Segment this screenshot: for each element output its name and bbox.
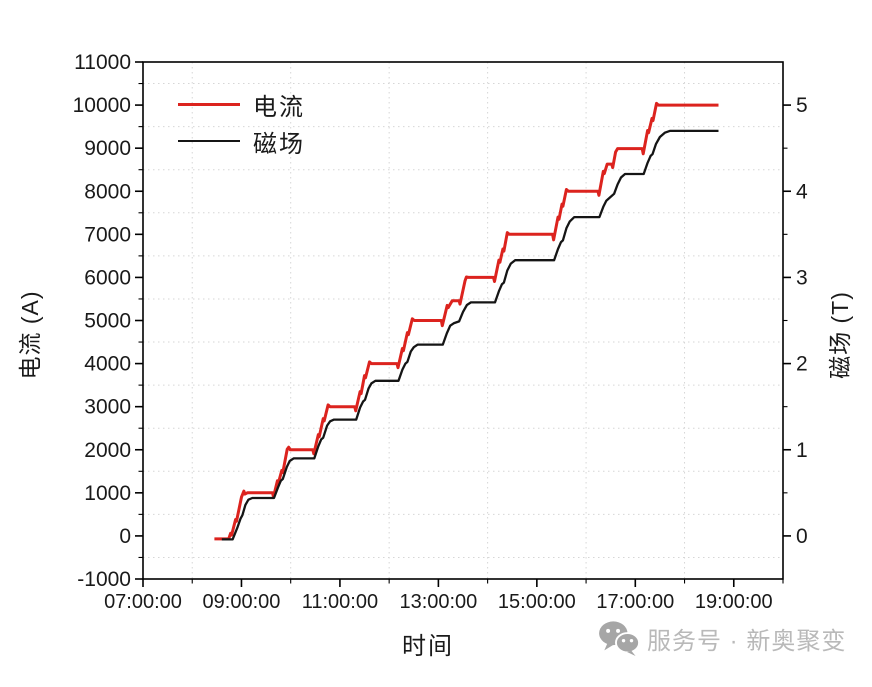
x-tick-label: 09:00:00: [203, 591, 281, 613]
y-left-tick-label: 10000: [73, 94, 131, 117]
y-left-tick-label: 1000: [84, 482, 131, 505]
y-right-tick-label: 5: [796, 94, 808, 117]
legend-entry-field: 磁场: [178, 127, 305, 158]
x-tick-label: 13:00:00: [399, 591, 477, 613]
y-right-tick-label: 4: [796, 180, 808, 203]
x-axis-title: 时间: [402, 633, 454, 660]
y-right-tick-label: 3: [796, 266, 808, 289]
y-left-tick-label: 7000: [84, 223, 131, 246]
series-line-1: [221, 129, 719, 541]
x-tick-label: 17:00:00: [596, 591, 674, 613]
wechat-icon: [599, 621, 640, 656]
y-left-tick-label: 9000: [84, 137, 131, 160]
y-axis-right-title: 磁场 (T): [827, 291, 853, 379]
y-left-tick-label: 6000: [84, 266, 131, 289]
y-right-tick-label: 2: [796, 353, 808, 376]
y-left-tick-label: 3000: [84, 396, 131, 419]
legend-label-current: 电流: [253, 93, 305, 121]
y-left-tick-label: 11000: [74, 51, 131, 74]
x-tick-label: 15:00:00: [498, 591, 576, 613]
x-tick-label: 07:00:00: [104, 591, 182, 613]
legend-entry-current: 电流: [178, 90, 305, 121]
legend-label-field: 磁场: [253, 130, 305, 158]
y-left-tick-label: 4000: [84, 353, 131, 376]
gridlines: [143, 62, 783, 579]
legend: 电流 磁场: [178, 90, 305, 158]
axis-ticks: [135, 61, 791, 587]
y-axis-left-title: 电流 (A): [17, 290, 43, 379]
x-tick-label: 11:00:00: [302, 591, 378, 613]
legend-line-sample-red: [178, 102, 240, 106]
y-left-tick-label: 0: [119, 525, 131, 548]
series-line-0: [214, 101, 719, 541]
legend-line-sample-black: [178, 139, 240, 143]
x-tick-label: 19:00:00: [695, 591, 773, 613]
watermark-text: 服务号 · 新奥聚变: [647, 627, 847, 655]
data-series: [214, 101, 719, 541]
y-right-tick-label: 0: [796, 525, 808, 548]
y-left-tick-label: 8000: [84, 180, 131, 203]
watermark: 服务号 · 新奥聚变: [598, 620, 846, 656]
y-left-tick-label: 5000: [84, 310, 131, 333]
y-right-tick-label: 1: [796, 439, 808, 462]
y-left-tick-label: -1000: [77, 568, 131, 591]
axis-tick-labels: 07:00:00 09:00:00 11:00:00 13:00:00 15:00:00…: [73, 51, 808, 613]
y-left-tick-label: 2000: [84, 439, 131, 462]
